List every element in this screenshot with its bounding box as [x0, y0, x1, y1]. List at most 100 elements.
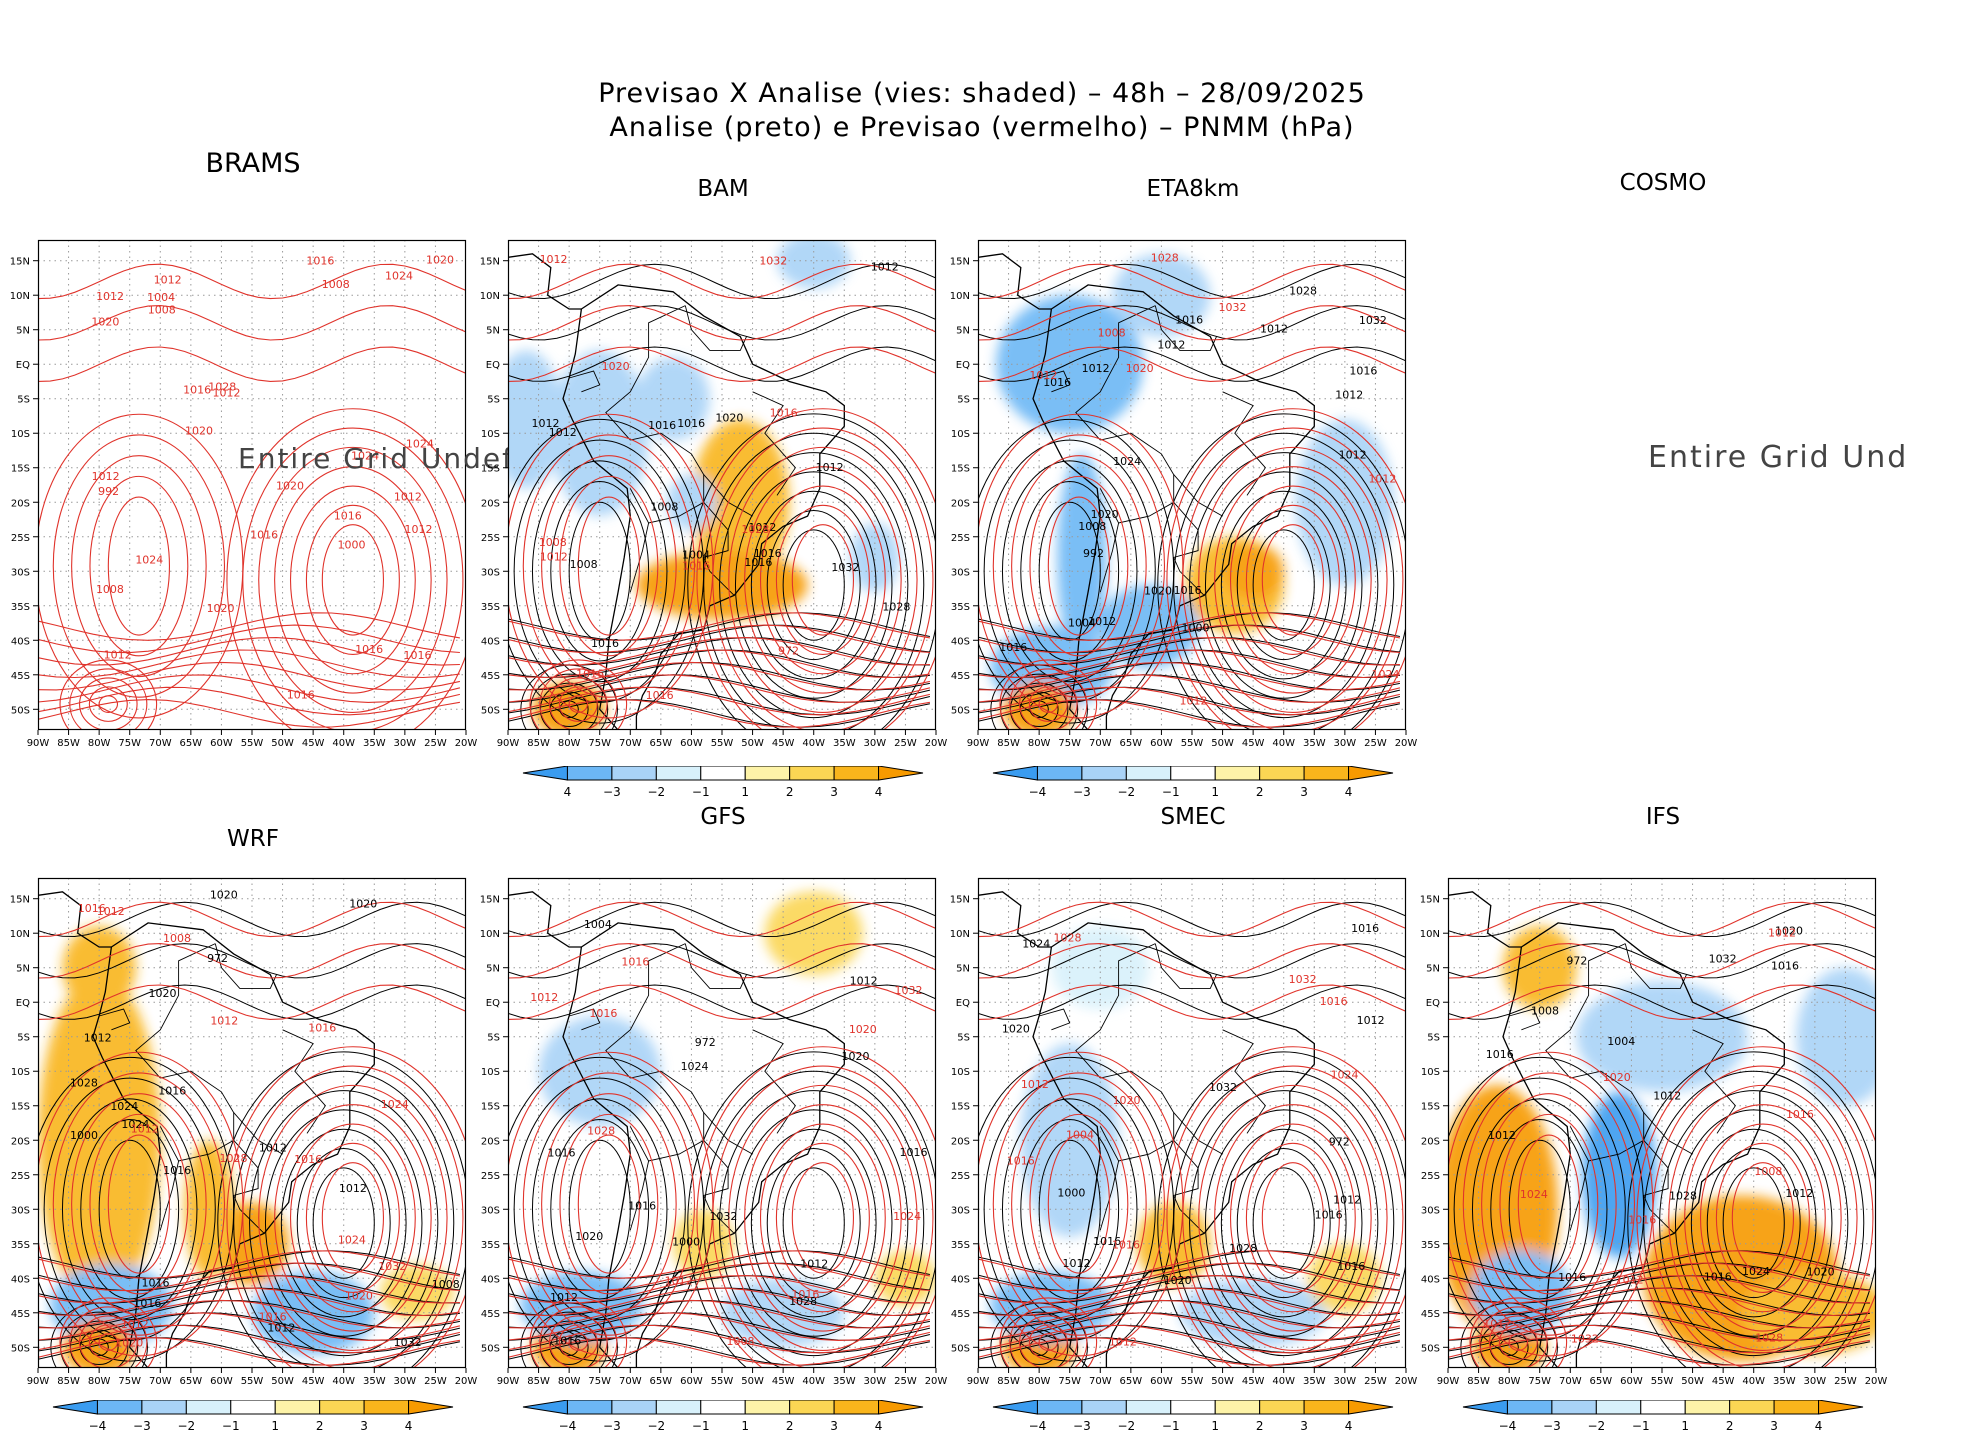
colorbar-label: 4: [1815, 1419, 1823, 1433]
panel-title-brams: BRAMS: [205, 148, 301, 179]
bias-shade: [508, 350, 564, 489]
lon-tick-label: 35W: [833, 1376, 856, 1387]
contour-label: 1032: [1571, 1332, 1599, 1345]
contour-label: 1008: [570, 558, 598, 571]
colorbar-label: 4: [564, 785, 572, 799]
lon-tick-label: 45W: [302, 1376, 325, 1387]
contour-label: 1016: [770, 406, 798, 419]
lon-tick-label: 70W: [1089, 738, 1112, 749]
lon-tick-label: 30W: [864, 738, 887, 749]
contour-label: 1000: [1182, 622, 1210, 635]
contour-label: 1000: [672, 1236, 700, 1249]
lat-tick-label: EQ: [16, 360, 30, 371]
isobar: [1490, 1119, 1590, 1300]
colorbar-label: 2: [1256, 1419, 1264, 1433]
colorbar-swatch: [655, 765, 702, 781]
colorbar-swatch: [1214, 765, 1261, 781]
colorbar-label: 2: [1256, 785, 1264, 799]
contour-label: 1032: [394, 1336, 422, 1349]
isobar: [978, 1324, 1401, 1354]
isobar: [1229, 485, 1356, 675]
isobar: [38, 943, 466, 979]
isobar: [1038, 1139, 1101, 1279]
lat-tick-label: 45S: [951, 1309, 970, 1320]
isobar: [508, 346, 936, 382]
lon-tick-label: 50W: [271, 738, 294, 749]
isobar: [321, 524, 385, 636]
isobar: [38, 1275, 460, 1304]
contour-label: 1024: [681, 1060, 709, 1073]
isobar: [38, 943, 466, 979]
lat-tick-label: 5N: [956, 326, 970, 337]
lon-tick-label: 40W: [332, 738, 355, 749]
colorbar-label: −3: [1073, 785, 1091, 799]
isobar: [978, 984, 1406, 1020]
bias-shade: [1576, 981, 1748, 1092]
contour-label: 1024: [1742, 1265, 1770, 1278]
lon-tick-label: 60W: [680, 738, 703, 749]
isobar: [305, 504, 400, 655]
colorbar-label: −1: [1162, 1419, 1180, 1433]
lon-tick-label: 80W: [558, 738, 581, 749]
country-border: [1075, 305, 1156, 441]
contour-label: 1012: [96, 290, 124, 303]
isobar: [52, 434, 226, 698]
contour-label: 1028: [1755, 1332, 1783, 1345]
country-border: [703, 1112, 753, 1155]
map-svg: 1016 1012 1016 1012 1016 1020 1024 1020 1016 1012…: [480, 877, 947, 1387]
isobar: [719, 452, 909, 719]
contour-label: 1028: [1054, 931, 1082, 944]
lon-tick-label: 55W: [1181, 738, 1204, 749]
contour-label: 1028: [220, 1152, 248, 1165]
isobar: [1715, 1142, 1810, 1293]
contour-label: 1016: [294, 1153, 322, 1166]
contour-label: 1028: [587, 1125, 615, 1138]
country-border: [684, 943, 747, 989]
country-border: [233, 1195, 265, 1234]
colorbar-swatch: [833, 765, 880, 781]
contour-label: 1012: [267, 1322, 295, 1335]
colorbar-swatch: [319, 1399, 365, 1415]
isobar: [550, 481, 650, 662]
colorbar-swatch: [230, 1399, 276, 1415]
lat-tick-label: 25S: [1421, 1171, 1440, 1182]
isobar: [508, 1275, 930, 1304]
isobar: [508, 699, 930, 728]
lon-tick-label: 50W: [1681, 1376, 1704, 1387]
isobar: [1481, 1093, 1617, 1316]
isobar: [978, 624, 1400, 654]
lat-tick-label: 40S: [951, 1274, 970, 1285]
contour-label: 1012: [1339, 448, 1367, 461]
contour-label: 1012: [1357, 1014, 1385, 1027]
isobar: [508, 1250, 930, 1279]
contour-label: 1012: [97, 905, 125, 918]
isobar: [38, 699, 460, 728]
lon-tick-label: 50W: [741, 738, 764, 749]
isobar: [541, 1093, 677, 1316]
colorbar: −4 −3 −2 −1 1 2 3 4: [988, 765, 1398, 808]
lon-tick-label: 65W: [180, 738, 203, 749]
colorbar-label: −1: [222, 1419, 240, 1433]
contour-label: 1016: [1558, 1271, 1586, 1284]
colorbar-swatch: [1081, 1399, 1127, 1415]
isobar: [1245, 504, 1340, 655]
colorbar-swatch: [1595, 1399, 1642, 1415]
lon-tick-label: 60W: [680, 1376, 703, 1387]
isobar: [1214, 466, 1372, 694]
colorbar-label: −3: [603, 1419, 621, 1433]
bias-shade: [1308, 1243, 1382, 1313]
isobar: [978, 649, 1400, 679]
contour-label: 1016: [1771, 960, 1799, 973]
isobar: [1627, 1051, 1876, 1368]
contour-label: 1028: [208, 381, 236, 394]
contour-label: 1020: [1807, 1265, 1835, 1278]
isobar: [1047, 1134, 1111, 1274]
colorbar-swatch: [789, 1399, 835, 1415]
contour-label: 972: [1329, 1135, 1350, 1148]
colorbar-swatch: [363, 1399, 410, 1415]
isobar: [522, 434, 696, 698]
isobar: [1448, 1287, 1870, 1317]
contour-label: 972: [1566, 954, 1587, 967]
isobar: [1157, 413, 1406, 730]
contour-label: 1024: [1022, 937, 1050, 950]
